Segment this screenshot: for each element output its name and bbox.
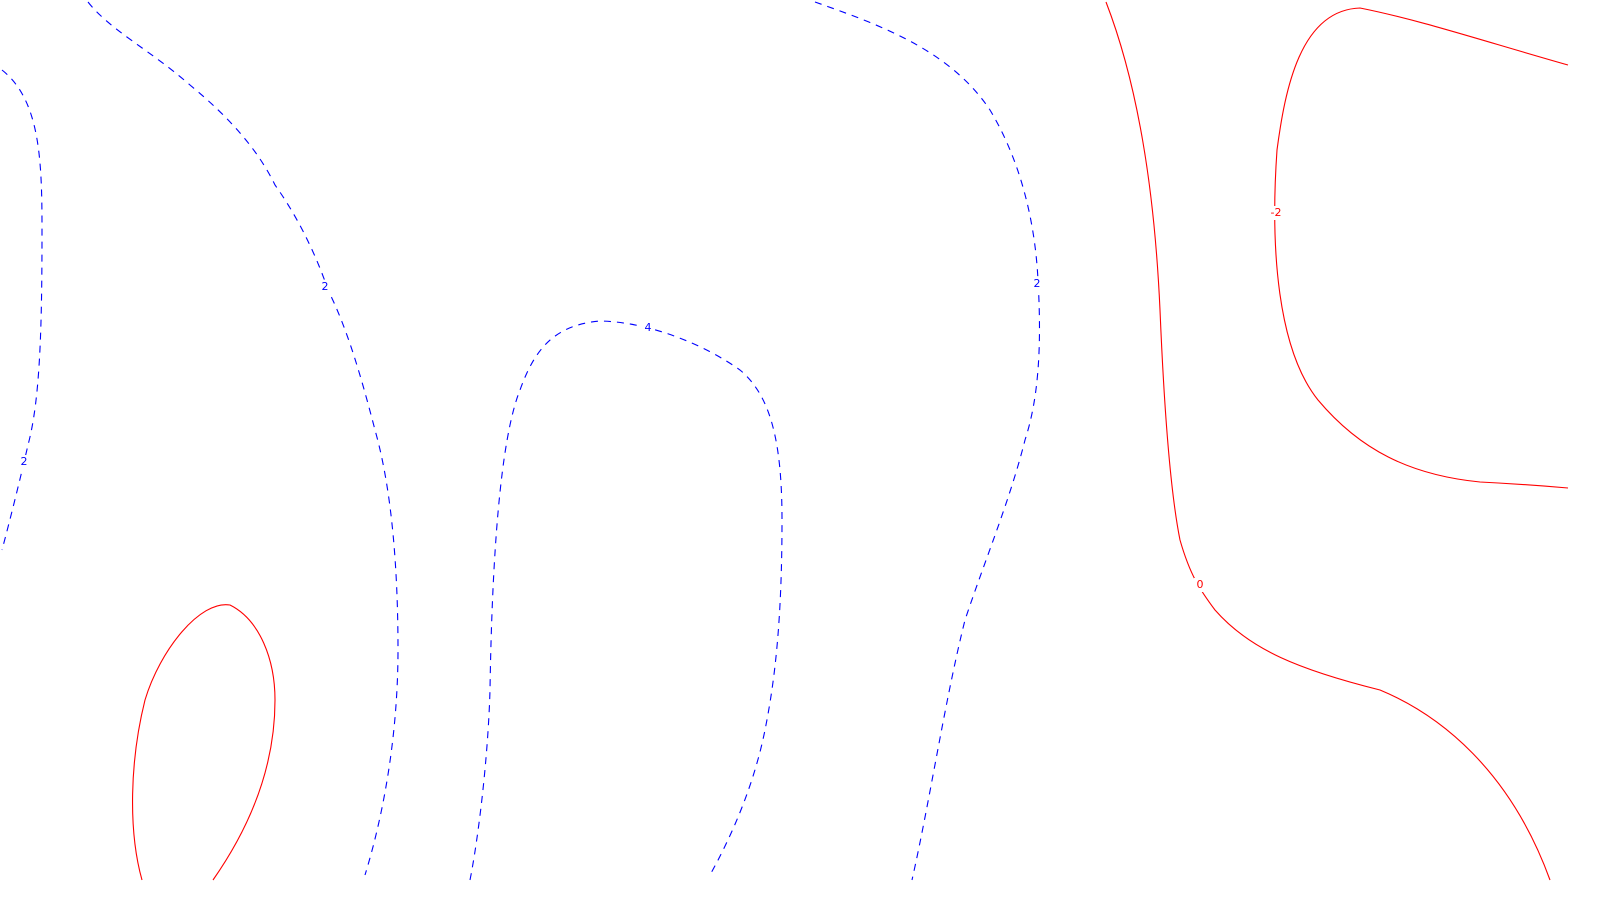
contour-label-background xyxy=(1031,277,1043,291)
contour-line-level-neg2 xyxy=(1274,7,1569,489)
contour-line-level-2 xyxy=(87,1,399,876)
contour-line-level-2 xyxy=(1,69,43,551)
contour-label: -2 xyxy=(1271,206,1282,219)
contour-line-level-0 xyxy=(132,604,276,881)
contour-label-background xyxy=(1194,578,1206,592)
contour-line-level-0 xyxy=(1105,1,1551,881)
contour-label: 2 xyxy=(21,455,28,468)
contour-lines xyxy=(1,1,1569,881)
contour-label-background xyxy=(18,455,30,469)
contour-label: 0 xyxy=(1197,578,1204,591)
contour-label-background xyxy=(1267,206,1285,220)
contour-line-level-4 xyxy=(469,320,783,881)
contour-labels: 2 2 4 2 0 -2 xyxy=(18,206,1285,592)
contour-label: 2 xyxy=(1034,277,1041,290)
contour-label: 2 xyxy=(322,280,329,293)
contour-label: 4 xyxy=(645,321,652,334)
contour-label-background xyxy=(319,280,331,294)
contour-line-level-2 xyxy=(814,1,1041,881)
contour-label-background xyxy=(642,321,654,335)
